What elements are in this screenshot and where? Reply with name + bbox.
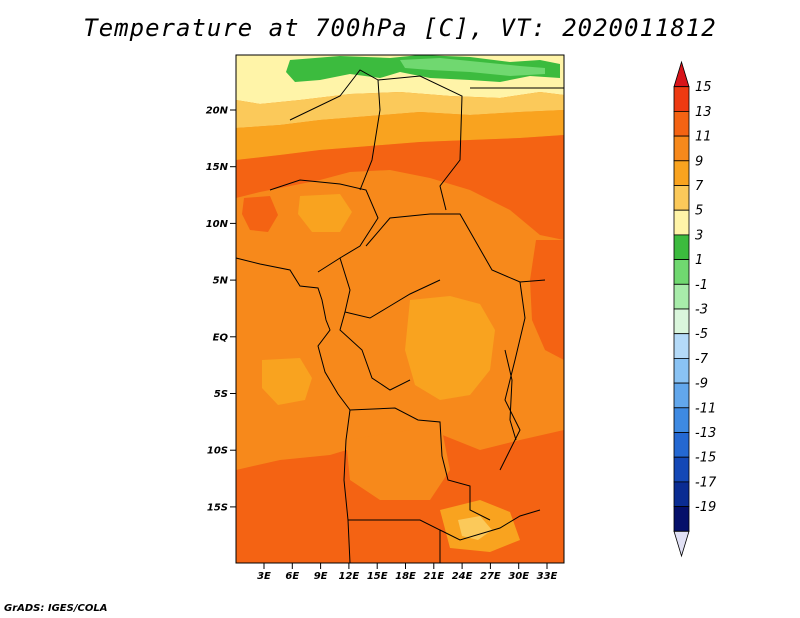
lat-tick-label: 10N	[206, 219, 229, 230]
border-zambia	[439, 509, 541, 541]
credit-label: GrADS: IGES/COLA	[4, 603, 108, 614]
colorbar-label: 5	[695, 204, 703, 219]
colorbar-segment	[673, 135, 690, 162]
colorbar-label: 15	[695, 80, 712, 95]
colorbar-cap-top	[673, 60, 690, 88]
map-title: Temperature at 700hPa [C], VT: 202001181…	[83, 14, 717, 42]
border-chad	[377, 75, 463, 211]
lat-tick-label: 20N	[206, 106, 229, 117]
lat-tick-label: 15N	[206, 162, 229, 173]
lon-tick-label: 9E	[314, 571, 328, 582]
border-lake-region	[504, 349, 517, 441]
lat-tick-label: 15S	[207, 502, 228, 513]
colorbar-cap-bottom	[673, 530, 690, 558]
temperature-patch-gabon	[262, 358, 312, 405]
colorbar-label: 7	[695, 179, 704, 194]
lon-tick-label: 24E	[452, 571, 473, 582]
colorbar-segment	[673, 86, 690, 112]
longitude-axis: 3E 6E 9E 12E 15E 18E 21E 24E 27E 30E 33E	[257, 563, 558, 582]
lon-tick-label: 6E	[285, 571, 299, 582]
temperature-band-north-yellow	[236, 92, 564, 128]
colorbar-label: -17	[695, 475, 717, 490]
colorbar-label: -15	[695, 451, 716, 466]
colorbar-segment	[673, 209, 690, 236]
temperature-patch-east	[530, 240, 564, 360]
colorbar-label: -9	[695, 377, 708, 392]
border-angola	[349, 407, 491, 521]
colorbar-segment	[673, 160, 690, 186]
lat-tick-label: 5N	[213, 276, 229, 287]
colorbar-segment	[673, 234, 690, 260]
lon-tick-label: 21E	[423, 571, 444, 582]
temperature-patch-angola	[346, 420, 450, 500]
border-cameroon	[339, 257, 441, 319]
colorbar-segment	[673, 283, 690, 310]
colorbar-label: -13	[695, 426, 716, 441]
colorbar-segment	[673, 185, 690, 211]
colorbar-label: 9	[695, 154, 703, 169]
latitude-axis: 20N 15N 10N 5N EQ 5S 10S 15S	[206, 106, 236, 513]
border-drc-east	[499, 281, 526, 471]
colorbar-label: -7	[695, 352, 709, 367]
colorbar-segment	[673, 357, 690, 384]
lon-tick-label: 30E	[508, 571, 529, 582]
temperature-band-north-orange	[236, 110, 564, 160]
colorbar-label: 3	[695, 228, 703, 243]
lon-tick-label: 3E	[257, 571, 271, 582]
border-nigeria	[269, 179, 379, 273]
lon-tick-label: 15E	[367, 571, 388, 582]
west-african-coastline	[235, 257, 351, 564]
colorbar-segment	[673, 333, 690, 359]
border-south	[348, 519, 441, 563]
lon-tick-label: 12E	[339, 571, 360, 582]
map-panel	[235, 54, 565, 564]
colorbar-label: 1	[695, 253, 703, 268]
colorbar-segment	[673, 407, 690, 433]
temperature-patch-south-yellow	[458, 516, 492, 540]
colorbar-segment	[673, 308, 690, 335]
country-borders	[235, 69, 564, 564]
colorbar-label: -19	[695, 500, 716, 515]
lat-tick-label: 10S	[207, 446, 228, 457]
colorbar-segment	[673, 506, 690, 532]
colorbar-label: -5	[695, 327, 708, 342]
colorbar-label: 11	[695, 130, 712, 145]
lon-tick-label: 18E	[395, 571, 416, 582]
colorbar-label: 13	[695, 105, 712, 120]
temperature-band-hot-sahel	[236, 135, 564, 240]
colorbar-label: -1	[695, 278, 708, 293]
lon-tick-label: 33E	[537, 571, 558, 582]
colorbar-segment	[673, 382, 690, 409]
colorbar-label: -11	[695, 401, 716, 416]
colorbar-segment	[673, 432, 690, 458]
colorbar-segment	[673, 259, 690, 285]
temperature-patch-congo	[405, 296, 495, 400]
border-congo	[339, 311, 411, 391]
map-frame	[235, 54, 565, 564]
lon-tick-label: 27E	[480, 571, 501, 582]
lat-tick-label: 5S	[214, 389, 228, 400]
colorbar-segment	[673, 111, 690, 137]
lat-tick-label: EQ	[213, 332, 229, 343]
colorbar-label: -3	[695, 303, 708, 318]
light-green-region	[400, 58, 545, 76]
colorbar: 15 13 11 9 7 5 3 1 -1 -3 -5 -7 -9 -11 -13 -15 -17 -19	[673, 60, 717, 558]
temperature-patch-nigeria	[298, 194, 352, 232]
temperature-patch-west	[242, 196, 278, 232]
colorbar-segment	[673, 481, 690, 507]
colorbar-segment	[673, 456, 690, 483]
